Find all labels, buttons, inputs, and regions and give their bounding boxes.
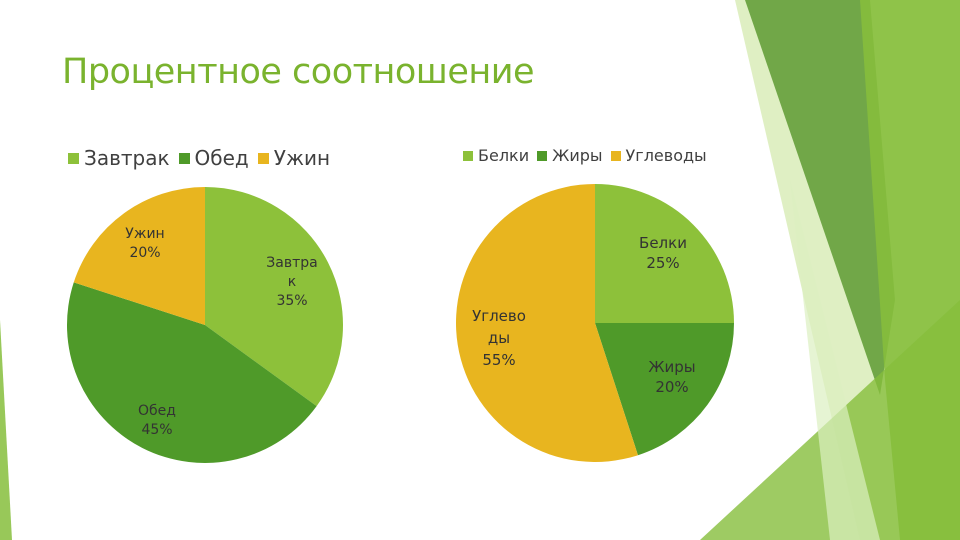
- legend-label: Белки: [478, 146, 530, 165]
- data-label: Завтра к 35%: [266, 255, 317, 309]
- data-label: Жиры 20%: [648, 358, 695, 396]
- legend-label: Жиры: [552, 146, 603, 165]
- legend-item-nutrient: Углеводы: [610, 146, 707, 165]
- legend-meals: Завтрак Обед Ужин: [68, 146, 330, 170]
- legend-label: Завтрак: [84, 146, 170, 170]
- legend-item-nutrient: Жиры: [537, 146, 603, 165]
- legend-item-meal: Завтрак: [68, 146, 170, 170]
- legend-swatch: [463, 150, 473, 161]
- legend-swatch: [178, 152, 190, 164]
- legend-label: Обед: [194, 146, 249, 170]
- legend-label: Углеводы: [625, 146, 707, 165]
- deco-shape-light: [790, 180, 880, 540]
- legend-item-meal: Обед: [178, 146, 249, 170]
- pie-slice: [456, 184, 638, 462]
- legend-swatch: [537, 150, 548, 161]
- legend-item-nutrient: Белки: [463, 146, 529, 165]
- pie-slice: [595, 184, 734, 323]
- data-label: Углево ды 55%: [472, 307, 526, 369]
- pie-slice: [595, 323, 734, 456]
- slide-title: Процентное соотношение: [62, 52, 535, 92]
- legend-label: Ужин: [273, 146, 331, 170]
- pie-slice: [205, 187, 344, 407]
- pie-slice: [73, 187, 205, 325]
- data-label: Белки 25%: [639, 234, 687, 272]
- legend-nutrients: Белки Жиры Углеводы: [463, 146, 707, 165]
- deco-shape-left: [0, 320, 12, 540]
- legend-item-meal: Ужин: [257, 146, 331, 170]
- data-label: Ужин 20%: [125, 226, 164, 261]
- data-label: Обед 45%: [138, 403, 176, 438]
- legend-swatch: [68, 152, 79, 164]
- legend-swatch: [610, 150, 621, 161]
- pie-slice: [67, 282, 317, 463]
- legend-swatch: [257, 152, 269, 164]
- deco-shape-dark: [745, 0, 895, 395]
